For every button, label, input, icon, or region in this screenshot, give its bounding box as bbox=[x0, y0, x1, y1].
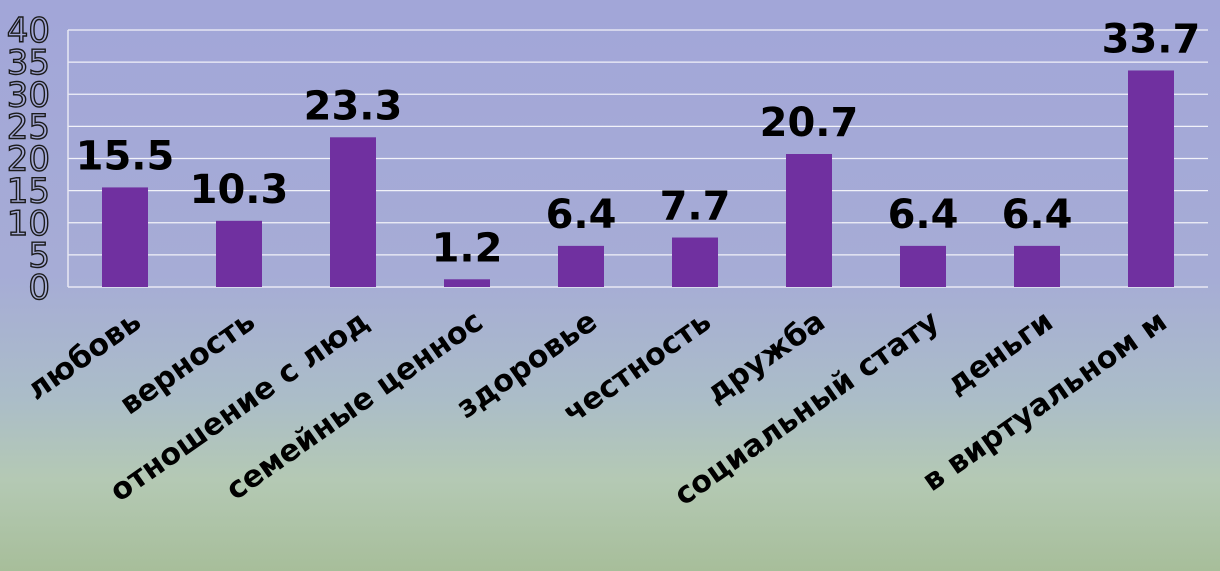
data-label: 6.4 bbox=[888, 192, 959, 238]
data-label: 20.7 bbox=[760, 100, 859, 146]
bar bbox=[1014, 245, 1060, 287]
data-label: 33.7 bbox=[1102, 16, 1201, 62]
data-label: 15.5 bbox=[76, 133, 175, 179]
data-label: 23.3 bbox=[304, 83, 403, 129]
y-tick-label: 40 bbox=[7, 11, 50, 51]
data-label: 6.4 bbox=[1002, 192, 1073, 238]
y-tick-label: 30 bbox=[7, 75, 50, 115]
bar bbox=[444, 279, 490, 287]
data-label: 10.3 bbox=[190, 167, 289, 213]
y-tick-label: 5 bbox=[28, 236, 50, 276]
bar bbox=[672, 237, 718, 287]
y-tick-label: 25 bbox=[7, 107, 50, 147]
bar bbox=[558, 245, 604, 287]
y-tick-label: 20 bbox=[7, 140, 50, 180]
data-label: 6.4 bbox=[546, 192, 617, 238]
bars bbox=[102, 70, 1174, 287]
y-tick-label: 0 bbox=[28, 268, 50, 308]
data-labels: 15.5 10.3 23.3 1.2 6.4 7.7 20.7 6.4 6.4 33.7 bbox=[76, 16, 1201, 271]
bar bbox=[216, 220, 262, 287]
bar bbox=[102, 187, 148, 287]
bar bbox=[330, 137, 376, 287]
bar bbox=[786, 154, 832, 287]
y-tick-label: 10 bbox=[7, 204, 50, 244]
data-label: 1.2 bbox=[432, 225, 503, 271]
y-tick-label: 35 bbox=[7, 43, 50, 83]
bar bbox=[1128, 70, 1174, 287]
bar bbox=[900, 245, 946, 287]
y-tick-label: 15 bbox=[7, 172, 50, 212]
data-label: 7.7 bbox=[660, 184, 731, 230]
